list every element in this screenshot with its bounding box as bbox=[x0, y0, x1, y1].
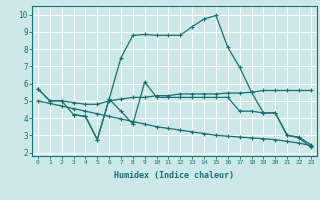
X-axis label: Humidex (Indice chaleur): Humidex (Indice chaleur) bbox=[115, 171, 234, 180]
